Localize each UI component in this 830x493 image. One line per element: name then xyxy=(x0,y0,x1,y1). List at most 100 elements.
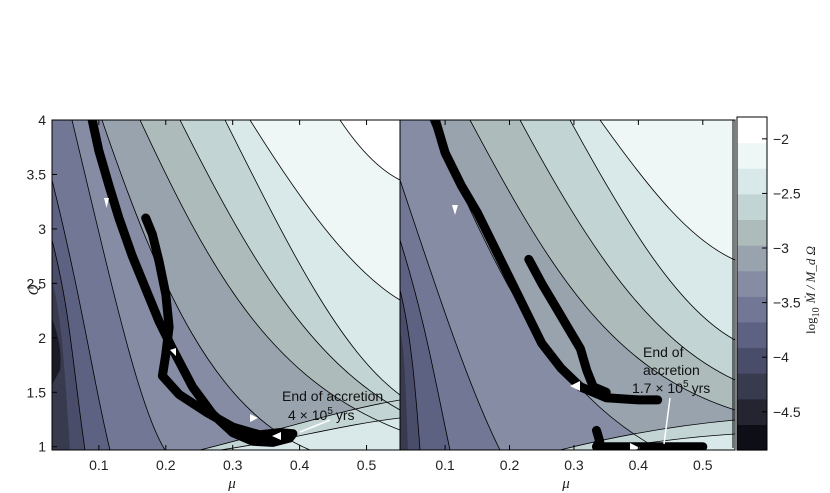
right-annotation-pointer xyxy=(663,397,671,445)
left-trajectories xyxy=(87,120,298,447)
trajectory-point-0-0-14 xyxy=(289,430,297,437)
y-axis-label: Q xyxy=(26,284,42,295)
trajectory-point-1-0-7 xyxy=(538,340,545,347)
trajectory-point-0-0-0 xyxy=(89,120,96,124)
y-tick-label-3: 2.5 xyxy=(27,275,47,291)
colorbar-band-6 xyxy=(737,270,767,297)
trajectory-point-0-0-18 xyxy=(202,408,210,416)
trajectory-point-0-0-3 xyxy=(115,214,123,222)
trajectory-point-1-2-3 xyxy=(609,443,616,450)
trajectory-point-0-0-17 xyxy=(229,423,236,431)
trajectory-point-0-0-8 xyxy=(189,383,196,390)
left-panel xyxy=(51,119,401,451)
colorbar-tick-label-1: −2.5 xyxy=(773,185,801,201)
x-tick-label-1-1: 0.2 xyxy=(500,457,520,473)
trajectory-point-0-0-9 xyxy=(209,410,216,418)
left-annotation: End of accretion 4 × 105 yrs xyxy=(282,388,383,433)
trajectory-point-0-0-26 xyxy=(142,214,149,222)
right-annotation-line2: accretion xyxy=(643,362,700,378)
y-tick-label-2: 2 xyxy=(38,330,46,346)
right-annotation-line1: End of xyxy=(643,344,684,360)
colorbar-tick-label-4: −4 xyxy=(773,349,789,365)
trajectory-point-1-1-6 xyxy=(590,383,597,390)
svg-text:log10Ṁ / M_d Ω: log10Ṁ / M_d Ω xyxy=(803,246,822,334)
colorbar-tick-label-5: −4.5 xyxy=(773,404,801,420)
left-annotation-pointer xyxy=(299,419,331,433)
trajectory-point-1-1-4 xyxy=(577,345,584,352)
colorbar-band-7 xyxy=(737,245,767,272)
y-tick-label-6: 4 xyxy=(38,112,46,128)
left-direction-arrows xyxy=(104,198,281,440)
colorbar-band-3 xyxy=(737,347,767,374)
left-contour-fill xyxy=(52,120,400,450)
trajectory-point-0-0-12 xyxy=(269,439,276,446)
colorbar-band-8 xyxy=(737,219,767,246)
x-tick-label-0-1: 0.2 xyxy=(156,457,176,473)
y-tick-label-5: 3.5 xyxy=(27,166,47,182)
trajectory-point-0-0-23 xyxy=(162,291,169,298)
trajectory-point-0-0-16 xyxy=(256,431,263,438)
x-tick-label-1-4: 0.5 xyxy=(693,457,713,473)
colorbar-band-4 xyxy=(737,321,767,349)
colorbar-tick-label-3: −3.5 xyxy=(773,295,801,311)
right-direction-arrows xyxy=(452,205,640,450)
trajectory-point-0-0-6 xyxy=(155,318,163,325)
colorbar-frame xyxy=(736,116,768,451)
arrow-left-3 xyxy=(250,414,258,422)
colorbar-band-2 xyxy=(737,373,767,400)
trajectory-point-0-0-10 xyxy=(229,429,236,436)
colorbar-band-0 xyxy=(737,424,767,451)
trajectory-point-1-0-8 xyxy=(557,365,565,372)
trajectory-point-0-0-5 xyxy=(142,285,149,292)
trajectory-point-1-0-3 xyxy=(474,209,481,216)
trajectory-point-0-0-4 xyxy=(129,252,136,260)
axis-ticks: 0.1 0.2 0.3 0.4 0.5 1 1.5 2 2.5 3 3.5 4 0.1 0.2 0.3 0.4… xyxy=(27,112,713,473)
trajectory-point-1-1-3 xyxy=(564,323,571,331)
trajectory-point-1-0-5 xyxy=(506,274,513,282)
right-annotation-time: 1.7 × 105 yrs xyxy=(632,379,710,396)
arrow-left-4 xyxy=(272,432,281,440)
trajectory-point-1-1-1 xyxy=(538,280,545,287)
trajectory-point-0-0-22 xyxy=(165,323,173,331)
colorbar: −2 −2.5 −3 −3.5 −4 −4.5 log10Ṁ / M_d Ω xyxy=(732,116,822,451)
right-panel xyxy=(399,119,736,451)
trajectory-point-0-0-11 xyxy=(249,438,256,445)
colorbar-bands xyxy=(737,117,767,451)
colorbar-tick-label-0: −2 xyxy=(773,131,789,147)
trajectory-point-0-0-21 xyxy=(162,351,169,358)
x-tick-label-1-0: 0.1 xyxy=(435,457,455,473)
colorbar-band-11 xyxy=(737,142,767,169)
colorbar-band-10 xyxy=(737,168,767,195)
left-annotation-time: 4 × 105 yrs xyxy=(288,406,355,423)
y-tick-label-0: 1 xyxy=(38,439,46,455)
right-trajectories xyxy=(430,120,708,450)
x-tick-label-0-2: 0.3 xyxy=(223,457,243,473)
colorbar-tick-label-2: −3 xyxy=(773,240,789,256)
x-axis-label-left: μ xyxy=(227,476,236,492)
trajectory-point-1-2-1 xyxy=(596,438,603,445)
left-annotation-line1: End of accretion xyxy=(282,388,383,404)
arrow-right-2 xyxy=(570,381,580,391)
colorbar-ticks: −2 −2.5 −3 −3.5 −4 −4.5 xyxy=(762,131,801,420)
trajectory-point-1-1-7 xyxy=(603,389,610,396)
trajectory-point-1-0-12 xyxy=(654,396,661,404)
x-tick-label-1-3: 0.4 xyxy=(629,457,649,473)
trajectory-point-0-0-20 xyxy=(159,372,166,380)
colorbar-band-9 xyxy=(737,193,767,220)
trajectory-point-0-0-2 xyxy=(105,182,113,189)
right-annotation: End of accretion 1.7 × 105 yrs xyxy=(632,344,710,445)
arrow-right-3 xyxy=(630,443,640,450)
trajectory-point-1-1-0 xyxy=(525,256,532,263)
trajectory-point-1-0-0 xyxy=(432,120,439,124)
x-axis-label-right: μ xyxy=(561,476,570,492)
right-axes-frame xyxy=(399,119,736,451)
arrow-left-1 xyxy=(104,198,109,208)
trajectory-point-1-0-11 xyxy=(635,396,642,404)
trajectory-point-1-2-0 xyxy=(593,427,600,434)
trajectory-point-0-0-24 xyxy=(155,258,163,265)
trajectory-point-0-0-25 xyxy=(149,231,156,238)
arrow-left-2 xyxy=(170,348,176,356)
trajectory-point-1-0-4 xyxy=(490,242,497,249)
trajectory-point-1-0-1 xyxy=(441,149,449,156)
